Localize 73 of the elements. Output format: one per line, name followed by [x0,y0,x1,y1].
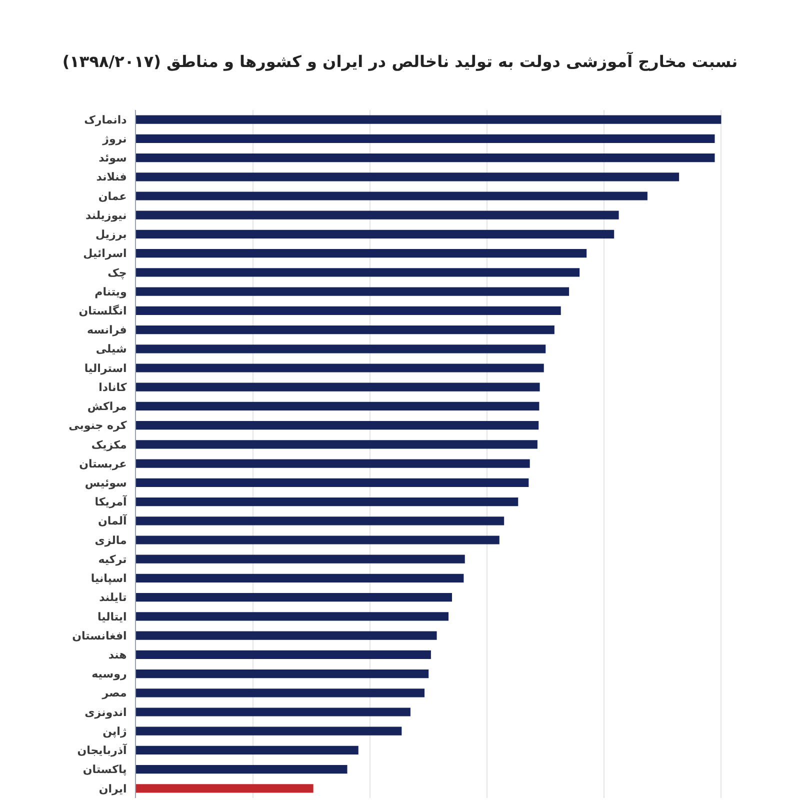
bar [136,784,314,793]
bar [136,746,358,755]
y-tick-label: دانمارک [84,113,128,126]
bar [136,459,530,468]
y-tick-label: مصر [101,686,127,700]
y-tick-label: کانادا [98,380,128,394]
bar [136,172,680,182]
y-tick-label: روسیه [92,668,127,681]
bar [136,631,437,640]
bar [136,574,464,583]
y-tick-label: عربستان [79,457,127,470]
y-tick-label: فنلاند [96,170,127,184]
bar [136,402,540,411]
bar [136,497,518,506]
bar [136,765,348,774]
y-tick-label: اندونزی [84,706,127,719]
bar [136,115,722,124]
bar [136,192,648,200]
y-tick-label: تایلند [99,591,127,604]
bar [136,669,429,678]
y-tick-label: کره جنوبی [68,419,128,432]
y-tick-label: سوئیس [84,476,127,490]
y-tick-label: ویتنام [94,285,127,298]
bar [136,478,529,487]
y-tick-label: برزیل [96,228,127,242]
bar [136,440,538,449]
bar [136,593,452,602]
y-tick-label: اسپانیا [90,572,127,586]
y-tick-label: نروژ [102,132,127,146]
bar [136,726,402,736]
bar [136,554,465,564]
bar [136,708,410,716]
y-tick-label: پاکستان [82,763,127,776]
bar [136,364,544,372]
y-tick-label: مراکش [87,400,127,414]
y-tick-label: نیوزیلند [85,208,127,222]
y-tick-label: آذربایجان [77,743,128,758]
bar [136,268,580,277]
chart-title: نسبت مخارج آموزشی دولت به تولید ناخالص در ایران و کشورها و مناطق (۱۳۹۸/۲۰۱۷) [62,51,738,72]
bar [136,516,504,526]
y-tick-label: آلمان [98,514,128,528]
y-tick-label: فرانسه [86,324,127,337]
y-tick-label: سوئد [98,152,127,165]
y-tick-label: شیلی [96,342,127,356]
bar [136,688,424,698]
y-tick-label: مکزیک [91,438,127,452]
bar [136,382,540,392]
y-tick-label: مالزی [94,534,127,547]
y-tick-label: افغانستان [72,629,127,642]
y-tick-label: انگلستان [78,304,127,318]
bar [136,210,619,220]
y-tick-label: ترکیه [98,552,127,566]
bar [136,287,570,296]
bar [136,153,715,162]
bar [136,344,546,354]
bar [136,650,431,659]
y-tick-label: ژاپن [102,724,127,738]
y-tick-label: عمان [98,190,127,203]
y-tick-label: چک [108,266,127,280]
y-tick-label: ایتالیا [98,610,127,624]
bar [136,612,448,621]
bar [136,306,561,315]
bar [136,249,587,258]
y-tick-label: هند [108,648,127,662]
y-tick-label: اسرائیل [83,247,127,260]
y-tick-label: آمریکا [94,494,128,509]
bar [136,134,715,143]
bar [136,536,500,544]
bar [136,230,614,239]
y-tick-label: ایران [98,782,127,796]
bar [136,421,539,430]
y-tick-label: استرالیا [84,362,127,375]
bar [136,325,554,334]
